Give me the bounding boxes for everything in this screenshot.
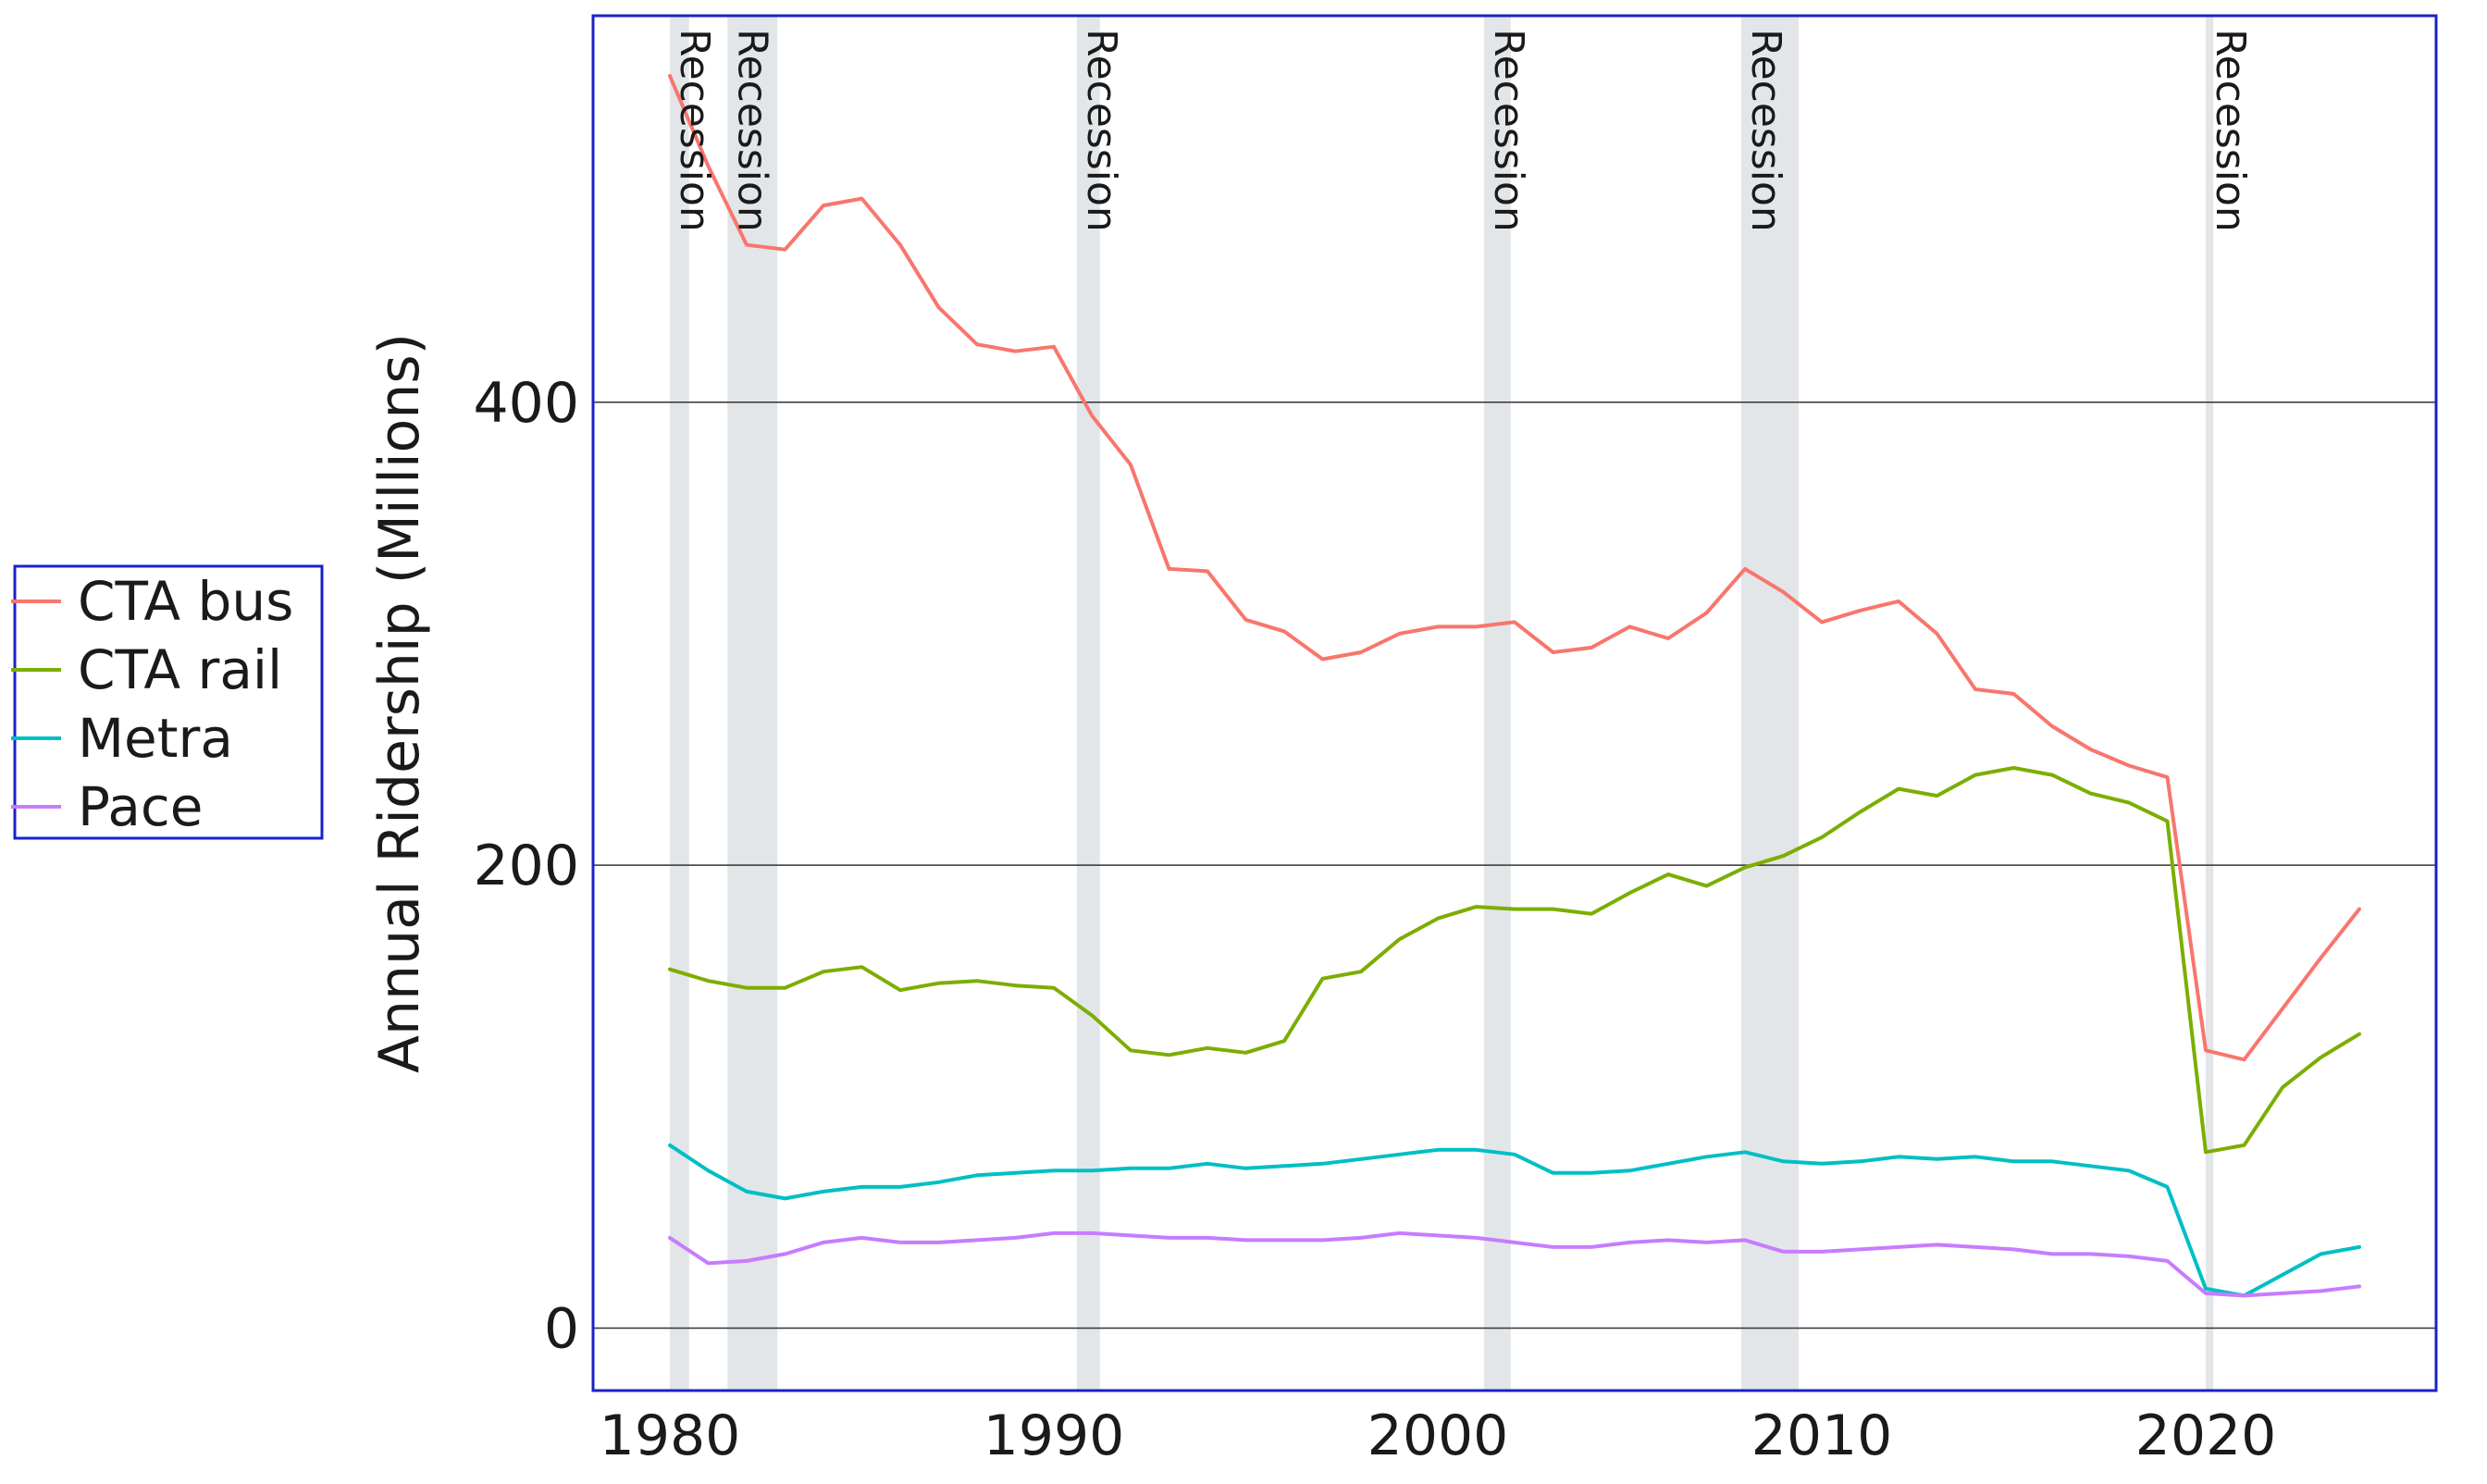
y-axis-title: Annual Ridership (Millions) (367, 333, 432, 1073)
recession-band (670, 17, 689, 1390)
legend-label: Pace (78, 775, 203, 838)
recession-band (2206, 17, 2214, 1390)
y-tick-label: 200 (473, 834, 579, 898)
recession-label: Recession (1078, 29, 1125, 232)
y-tick-label: 400 (473, 371, 579, 436)
recession-band (1483, 17, 1511, 1390)
series-line-metra (668, 1143, 2361, 1298)
recession-label: Recession (1485, 29, 1532, 232)
legend-label: CTA rail (78, 638, 282, 701)
x-tick-label: 2000 (1367, 1404, 1509, 1468)
plot-border (591, 14, 2438, 1392)
legend-box (13, 564, 324, 840)
x-tick-label: 2010 (1751, 1404, 1893, 1468)
recession-label: Recession (728, 29, 775, 232)
recession-labels: Recession Recession Recession Recession Rece… (671, 29, 2254, 232)
y-gridlines (593, 402, 2436, 1329)
recession-label: Recession (1742, 29, 1789, 232)
series-line-cta-bus (668, 74, 2361, 1062)
x-tick-label: 2020 (2135, 1404, 2277, 1468)
series-lines (668, 74, 2361, 1298)
recession-label: Recession (671, 29, 718, 232)
x-axis-ticks: 1980 1990 2000 2010 2020 (600, 1404, 2277, 1468)
y-axis-ticks: 0 200 400 (473, 371, 579, 1362)
series-line-pace (668, 1230, 2361, 1298)
x-tick-label: 1990 (984, 1404, 1125, 1468)
x-tick-label: 1980 (600, 1404, 741, 1468)
series-line-cta-rail (668, 766, 2361, 1155)
legend-label: CTA bus (78, 570, 293, 633)
legend-label: Metra (78, 707, 233, 770)
recession-label: Recession (2207, 29, 2254, 232)
recession-band (1076, 17, 1100, 1390)
y-tick-label: 0 (544, 1296, 579, 1361)
